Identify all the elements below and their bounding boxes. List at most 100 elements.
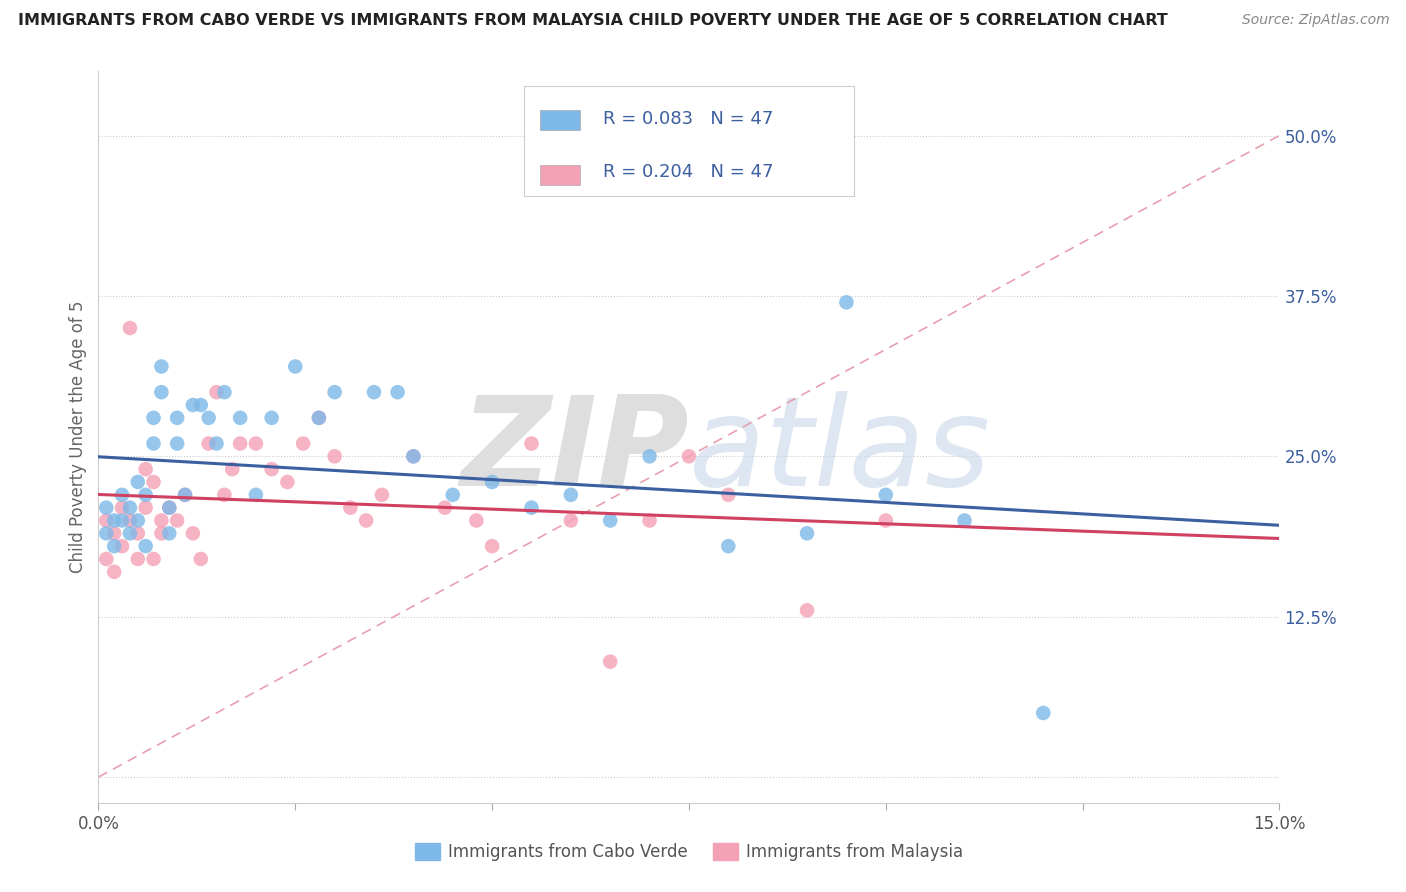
Point [520,500,543,515]
Point [875,488,897,502]
Point [103,514,125,528]
Point [221,462,243,476]
Point [142,475,165,489]
Point [520,436,543,450]
Point [363,385,385,400]
Point [245,436,267,450]
Point [214,385,236,400]
Point [205,385,228,400]
Point [638,514,661,528]
Point [103,526,125,541]
Point [150,359,173,374]
Point [481,539,503,553]
Point [111,514,134,528]
Point [229,436,252,450]
Point [402,450,425,464]
Point [96,514,118,528]
Point [96,500,118,515]
Point [387,385,409,400]
Point [190,398,212,412]
Point [111,488,134,502]
Point [118,526,141,541]
Point [157,526,180,541]
Point [127,552,149,566]
Point [142,552,165,566]
Point [323,450,346,464]
Point [118,321,141,335]
Point [953,514,976,528]
Point [796,526,818,541]
Point [174,488,197,502]
Y-axis label: Child Poverty Under the Age of 5: Child Poverty Under the Age of 5 [69,301,87,574]
Point [197,436,219,450]
Point [441,488,464,502]
Point [127,475,149,489]
Point [323,385,346,400]
Point [166,410,188,425]
Point [150,526,173,541]
Point [260,410,283,425]
Point [135,462,157,476]
Point [599,514,621,528]
Point [717,539,740,553]
Text: IMMIGRANTS FROM CABO VERDE VS IMMIGRANTS FROM MALAYSIA CHILD POVERTY UNDER THE A: IMMIGRANTS FROM CABO VERDE VS IMMIGRANTS… [18,13,1168,29]
Point [150,514,173,528]
Point [103,539,125,553]
Point [127,526,149,541]
Point [205,436,228,450]
Point [96,526,118,541]
Point [174,488,197,502]
Point [599,655,621,669]
Point [292,436,315,450]
Point [465,514,488,528]
Point [142,410,165,425]
Point [1032,706,1054,720]
Legend: Immigrants from Cabo Verde, Immigrants from Malaysia: Immigrants from Cabo Verde, Immigrants f… [408,836,970,868]
Point [229,410,252,425]
Point [111,500,134,515]
Point [135,500,157,515]
Point [560,514,582,528]
Text: atlas: atlas [689,392,991,512]
Point [371,488,394,502]
Point [214,488,236,502]
Point [190,552,212,566]
Point [135,488,157,502]
Point [157,500,180,515]
Point [150,385,173,400]
Point [308,410,330,425]
Text: ZIP: ZIP [460,392,689,512]
Point [181,526,204,541]
Point [181,398,204,412]
Point [142,436,165,450]
Point [835,295,858,310]
Point [260,462,283,476]
Point [308,410,330,425]
Point [796,603,818,617]
Point [166,514,188,528]
Point [197,410,219,425]
Point [339,500,361,515]
Point [433,500,456,515]
Point [135,539,157,553]
Point [402,450,425,464]
Text: Source: ZipAtlas.com: Source: ZipAtlas.com [1241,13,1389,28]
Point [111,539,134,553]
Point [875,514,897,528]
Point [118,514,141,528]
Point [245,488,267,502]
Point [166,436,188,450]
Point [354,514,377,528]
Point [638,450,661,464]
Point [678,450,700,464]
Point [481,475,503,489]
Point [284,359,307,374]
Point [157,500,180,515]
Point [276,475,298,489]
Point [560,488,582,502]
Point [127,514,149,528]
Point [103,565,125,579]
Point [96,552,118,566]
Point [118,500,141,515]
Point [717,488,740,502]
